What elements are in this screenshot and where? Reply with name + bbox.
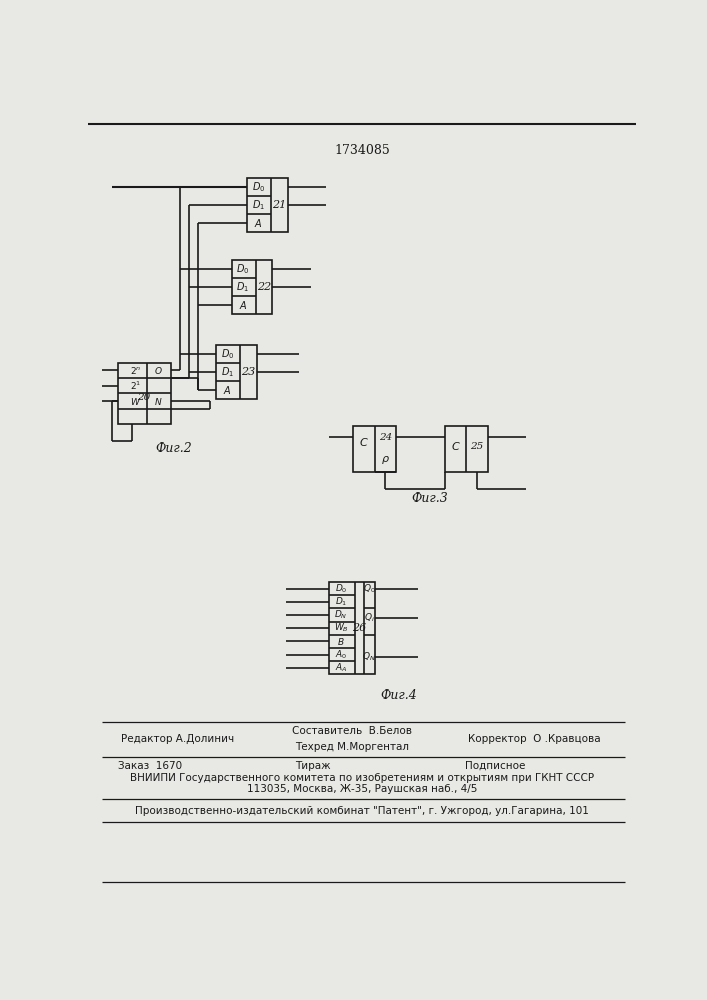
Text: 21: 21 <box>272 200 286 210</box>
Bar <box>354 426 396 472</box>
Bar <box>329 582 375 674</box>
Text: 1734085: 1734085 <box>334 144 390 157</box>
Text: Производственно-издательский комбинат "Патент", г. Ужгород, ул.Гагарина, 101: Производственно-издательский комбинат "П… <box>135 806 589 816</box>
Text: $D_0$: $D_0$ <box>236 262 250 276</box>
Text: Тираж: Тираж <box>296 761 331 771</box>
Bar <box>232 260 272 314</box>
Text: $A$: $A$ <box>223 384 232 396</box>
Text: 113035, Москва, Ж-35, Раушская наб., 4/5: 113035, Москва, Ж-35, Раушская наб., 4/5 <box>247 784 477 794</box>
Bar <box>445 426 488 472</box>
Text: Подписное: Подписное <box>465 761 525 771</box>
Text: Фиг.4: Фиг.4 <box>380 689 416 702</box>
Text: Фиг.3: Фиг.3 <box>411 492 448 505</box>
Text: $D_1$: $D_1$ <box>252 198 265 212</box>
Text: Заказ  1670: Заказ 1670 <box>118 761 182 771</box>
Text: $C$: $C$ <box>359 436 369 448</box>
Text: $O$: $O$ <box>154 365 163 376</box>
Text: $D_0$: $D_0$ <box>221 347 234 361</box>
Text: $D_0$: $D_0$ <box>252 180 265 194</box>
Text: $Q_0$: $Q_0$ <box>363 582 375 595</box>
Text: 25: 25 <box>470 442 484 451</box>
Text: $A_0$: $A_0$ <box>335 648 347 661</box>
Text: 22: 22 <box>257 282 271 292</box>
Text: $A$: $A$ <box>255 217 263 229</box>
Text: 23: 23 <box>241 367 256 377</box>
Text: $W$: $W$ <box>130 396 141 407</box>
Text: $D_1$: $D_1$ <box>221 365 234 379</box>
Text: $N$: $N$ <box>154 396 163 407</box>
Text: $D_1$: $D_1$ <box>236 280 250 294</box>
Bar <box>118 363 170 424</box>
Text: $2^n$: $2^n$ <box>129 365 141 376</box>
Text: $D_N$: $D_N$ <box>334 609 348 621</box>
Text: $B$: $B$ <box>337 636 345 647</box>
Bar <box>247 178 288 232</box>
Text: $Q_N$: $Q_N$ <box>362 651 376 663</box>
Text: $A_A$: $A_A$ <box>335 662 347 674</box>
Text: Корректор  О .Кравцова: Корректор О .Кравцова <box>468 734 600 744</box>
Text: Техред М.Моргентал: Техред М.Моргентал <box>295 742 409 752</box>
Text: Составитель  В.Белов: Составитель В.Белов <box>292 726 412 736</box>
Text: Редактор А.Долинич: Редактор А.Долинич <box>121 734 234 744</box>
Bar <box>216 345 257 399</box>
Text: $D_1$: $D_1$ <box>335 596 347 608</box>
Text: $W_B$: $W_B$ <box>334 622 349 634</box>
Text: $D_0$: $D_0$ <box>335 582 347 595</box>
Text: $\rho$: $\rho$ <box>381 454 390 466</box>
Text: $A$: $A$ <box>239 299 247 311</box>
Text: $C$: $C$ <box>450 440 460 452</box>
Text: $Q_i$: $Q_i$ <box>363 611 375 624</box>
Text: 24: 24 <box>379 433 392 442</box>
Text: 26: 26 <box>352 623 366 633</box>
Text: Фиг.2: Фиг.2 <box>156 442 192 455</box>
Text: 20: 20 <box>137 393 151 402</box>
Text: ВНИИПИ Государственного комитета по изобретениям и открытиям при ГКНТ СССР: ВНИИПИ Государственного комитета по изоб… <box>130 773 594 783</box>
Text: $2^1$: $2^1$ <box>129 379 141 392</box>
